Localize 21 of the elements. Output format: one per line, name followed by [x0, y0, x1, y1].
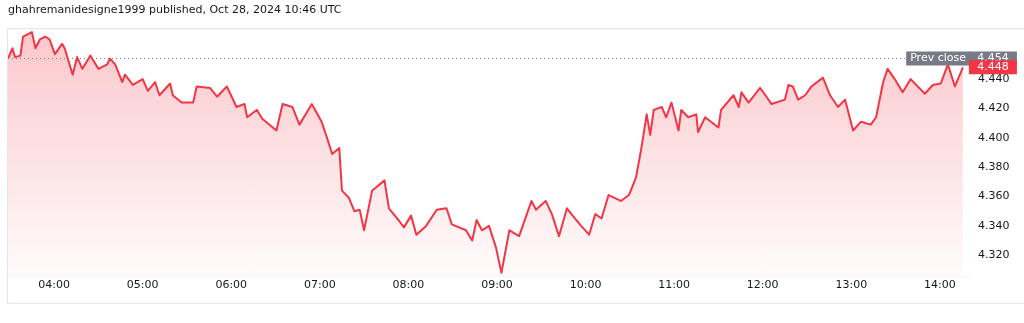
- y-tick-label: 4.340: [978, 218, 1010, 232]
- x-tick-label: 08:00: [392, 278, 425, 292]
- ref-line-label: Prev close: [910, 51, 967, 65]
- y-tick-label: 4.360: [978, 189, 1010, 203]
- y-tick-label: 4.440: [978, 71, 1010, 85]
- x-tick-label: 11:00: [658, 278, 690, 292]
- chart-title: ghahremanidesigne1999 published, Oct 28, 2024 10:46 UTC: [8, 3, 342, 17]
- x-tick-label: 10:00: [569, 278, 602, 292]
- x-tick-label: 06:00: [215, 278, 248, 292]
- x-tick-label: 13:00: [835, 278, 868, 292]
- x-tick-label: 14:00: [924, 278, 956, 292]
- x-tick-label: 12:00: [746, 278, 779, 292]
- y-tick-label: 4.380: [978, 160, 1010, 174]
- y-tick-label: 4.320: [978, 248, 1010, 262]
- y-tick-label: 4.400: [978, 130, 1010, 144]
- x-tick-label: 09:00: [481, 278, 513, 292]
- x-tick-label: 04:00: [38, 278, 70, 292]
- annotation: 4.448: [977, 60, 1009, 74]
- x-tick-label: 05:00: [126, 278, 159, 292]
- x-tick-label: 07:00: [303, 278, 336, 292]
- y-tick-label: 4.420: [978, 101, 1010, 115]
